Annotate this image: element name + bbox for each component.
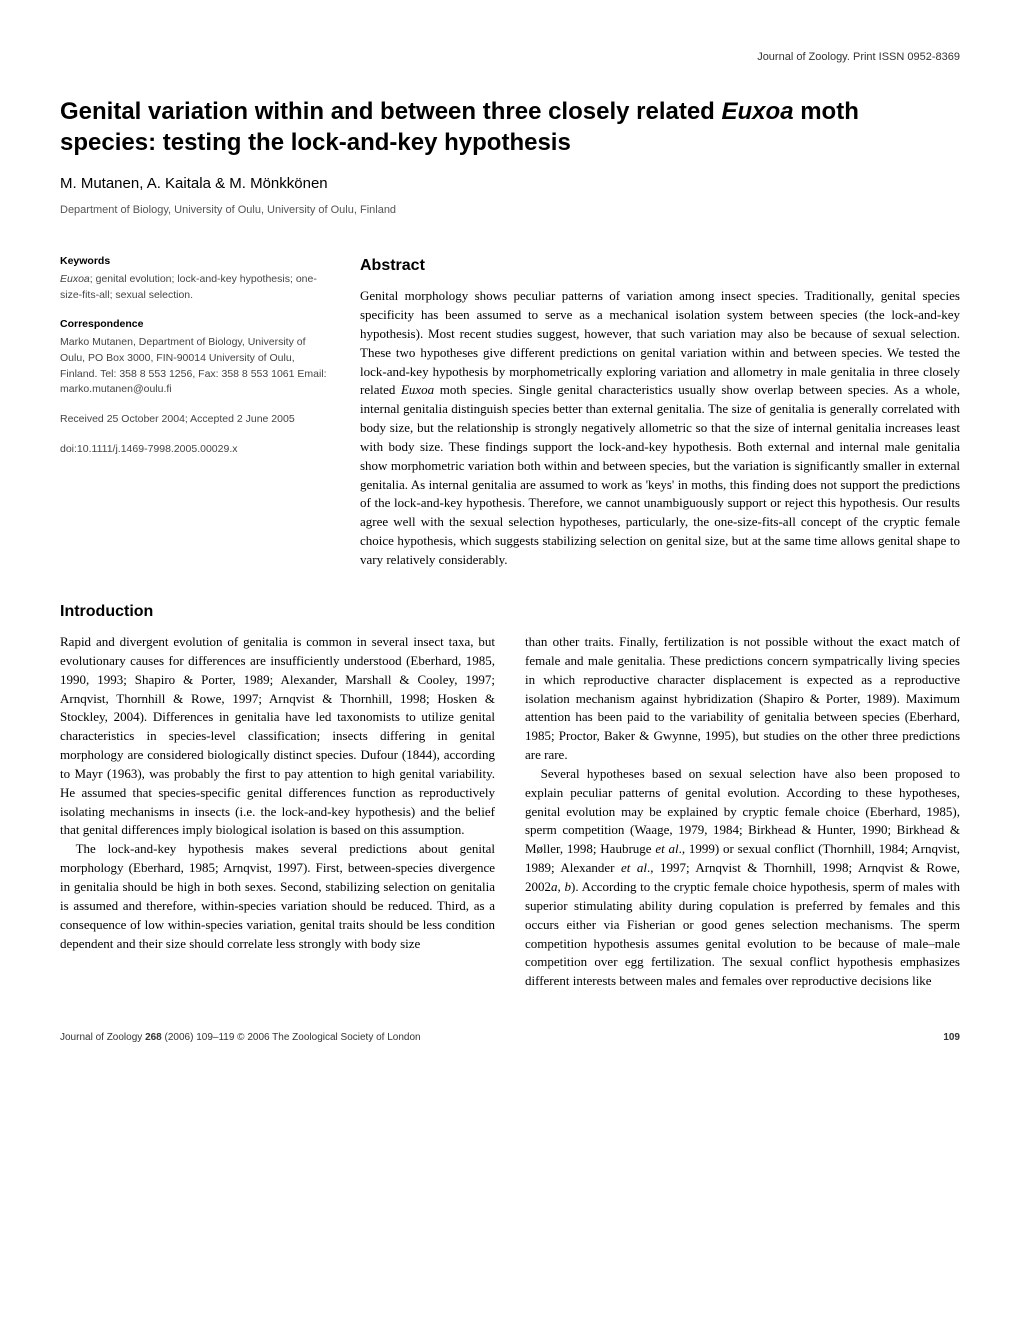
title-genus: Euxoa: [722, 98, 794, 125]
page-number: 109: [943, 1031, 960, 1046]
keywords-block: Keywords Euxoa; genital evolution; lock-…: [60, 254, 330, 303]
article-title: Genital variation within and between thr…: [60, 96, 960, 158]
introduction-heading: Introduction: [60, 600, 960, 623]
authors: M. Mutanen, A. Kaitala & M. Mönkkönen: [60, 173, 960, 195]
abstract-heading: Abstract: [360, 254, 960, 277]
doi-text: doi:10.1111/j.1469-7998.2005.00029.x: [60, 442, 330, 458]
intro-paragraph-4: Several hypotheses based on sexual selec…: [525, 765, 960, 991]
intro-paragraph-3: than other traits. Finally, fertilizatio…: [525, 633, 960, 765]
page-footer: Journal of Zoology 268 (2006) 109–119 © …: [60, 1031, 960, 1046]
body-column-right: than other traits. Finally, fertilizatio…: [525, 633, 960, 991]
received-block: Received 25 October 2004; Accepted 2 Jun…: [60, 412, 330, 428]
header-two-column: Keywords Euxoa; genital evolution; lock-…: [60, 254, 960, 570]
received-text: Received 25 October 2004; Accepted 2 Jun…: [60, 412, 330, 428]
keywords-heading: Keywords: [60, 254, 330, 270]
correspondence-block: Correspondence Marko Mutanen, Department…: [60, 317, 330, 398]
abstract-column: Abstract Genital morphology shows peculi…: [360, 254, 960, 570]
footer-citation: Journal of Zoology 268 (2006) 109–119 © …: [60, 1031, 421, 1046]
intro-paragraph-1: Rapid and divergent evolution of genital…: [60, 633, 495, 840]
journal-header: Journal of Zoology. Print ISSN 0952-8369: [60, 50, 960, 66]
correspondence-heading: Correspondence: [60, 317, 330, 333]
doi-block: doi:10.1111/j.1469-7998.2005.00029.x: [60, 442, 330, 458]
keywords-text: Euxoa; genital evolution; lock-and-key h…: [60, 272, 330, 304]
correspondence-text: Marko Mutanen, Department of Biology, Un…: [60, 335, 330, 398]
intro-paragraph-2: The lock-and-key hypothesis makes severa…: [60, 840, 495, 953]
abstract-text: Genital morphology shows peculiar patter…: [360, 287, 960, 570]
sidebar: Keywords Euxoa; genital evolution; lock-…: [60, 254, 330, 570]
body-columns: Rapid and divergent evolution of genital…: [60, 633, 960, 991]
body-column-left: Rapid and divergent evolution of genital…: [60, 633, 495, 991]
affiliation: Department of Biology, University of Oul…: [60, 203, 960, 219]
title-part1: Genital variation within and between thr…: [60, 98, 722, 125]
